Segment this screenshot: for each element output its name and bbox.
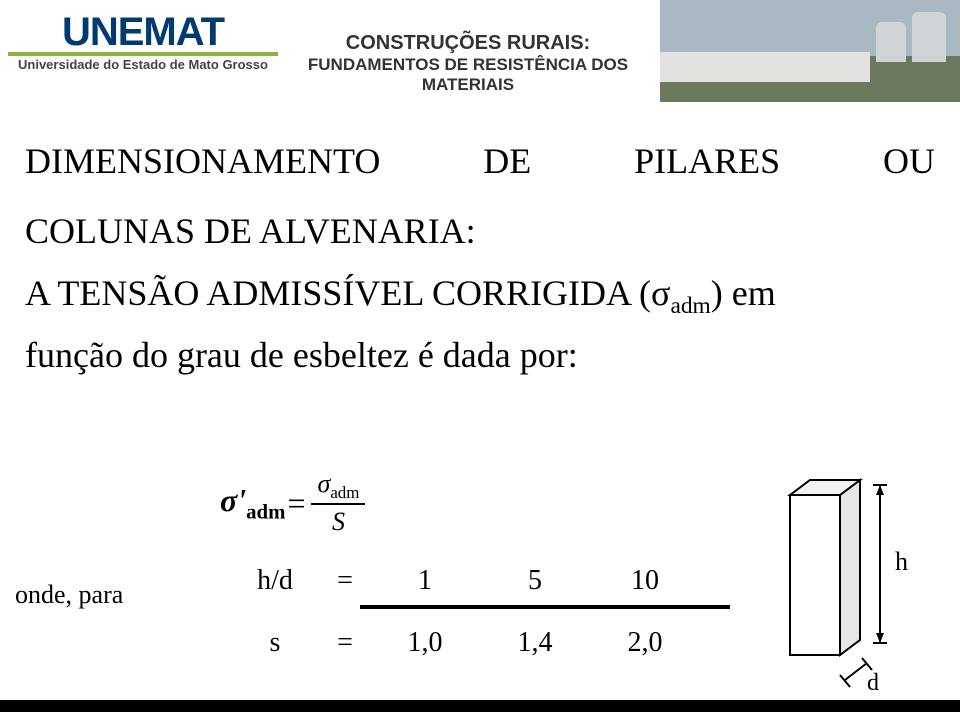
fraction-numerator: σadm bbox=[311, 470, 365, 505]
s-eq: = bbox=[320, 627, 370, 659]
photo-silo-2 bbox=[876, 22, 906, 62]
hd-val-1: 5 bbox=[480, 565, 590, 597]
row-s: s = 1,0 1,4 2,0 bbox=[230, 627, 700, 659]
hd-val-2: 10 bbox=[590, 565, 700, 597]
photo-building bbox=[660, 52, 870, 82]
row-hd: h/d = 1 5 10 bbox=[230, 565, 700, 597]
hd-label: h/d bbox=[230, 565, 320, 597]
prism-diagram: h d bbox=[770, 465, 930, 695]
s-val-1: 1,4 bbox=[480, 627, 590, 659]
table-rule bbox=[360, 605, 730, 609]
fraction-denominator: S bbox=[311, 505, 365, 537]
h-label: h bbox=[895, 547, 908, 576]
fraction: σadm S bbox=[311, 470, 365, 537]
header: UNEMAT Universidade do Estado de Mato Gr… bbox=[0, 0, 960, 100]
sigma-lhs: σ'adm bbox=[220, 482, 285, 524]
body-text: DIMENSIONAMENTO DE PILARES OU COLUNAS DE… bbox=[25, 140, 935, 376]
photo-silo-1 bbox=[912, 12, 946, 62]
word-de: DE bbox=[483, 140, 531, 182]
para-sub-adm: adm bbox=[670, 293, 710, 319]
title-block: CONSTRUÇÕES RURAIS: FUNDAMENTOS DE RESIS… bbox=[268, 32, 668, 95]
paragraph-line-1: A TENSÃO ADMISSÍVEL CORRIGIDA (σadm) em bbox=[25, 272, 935, 320]
s-val-0: 1,0 bbox=[370, 627, 480, 659]
hd-eq: = bbox=[320, 565, 370, 597]
sigma-equation: σ'adm = σadm S bbox=[220, 470, 365, 537]
heading-line-2: COLUNAS DE ALVENARIA: bbox=[25, 210, 935, 252]
word-pilares: PILARES bbox=[634, 140, 780, 182]
logo: UNEMAT Universidade do Estado de Mato Gr… bbox=[8, 12, 278, 72]
heading-line-1: DIMENSIONAMENTO DE PILARES OU bbox=[25, 140, 935, 182]
title-line-1: CONSTRUÇÕES RURAIS: bbox=[268, 32, 668, 55]
para-text-b: ) em bbox=[711, 273, 776, 313]
s-label: s bbox=[230, 627, 320, 659]
hd-val-0: 1 bbox=[370, 565, 480, 597]
footer-bar bbox=[0, 700, 960, 712]
word-dimensionamento: DIMENSIONAMENTO bbox=[25, 140, 380, 182]
logo-subtitle: Universidade do Estado de Mato Grosso bbox=[8, 52, 278, 72]
word-ou: OU bbox=[883, 140, 935, 182]
equals-sign: = bbox=[287, 485, 305, 522]
ratio-table: h/d = 1 5 10 s = 1,0 1,4 2,0 bbox=[230, 565, 700, 659]
d-label: d bbox=[867, 670, 879, 695]
para-text-a: A TENSÃO ADMISSÍVEL CORRIGIDA (σ bbox=[25, 273, 670, 313]
logo-main: UNEMAT bbox=[8, 12, 278, 52]
paragraph-line-2: função do grau de esbeltez é dada por: bbox=[25, 334, 935, 376]
s-val-2: 2,0 bbox=[590, 627, 700, 659]
slide: UNEMAT Universidade do Estado de Mato Gr… bbox=[0, 0, 960, 712]
title-line-2: FUNDAMENTOS DE RESISTÊNCIA DOS MATERIAIS bbox=[268, 55, 668, 95]
onde-para: onde, para bbox=[15, 580, 123, 610]
header-photo bbox=[660, 0, 960, 102]
